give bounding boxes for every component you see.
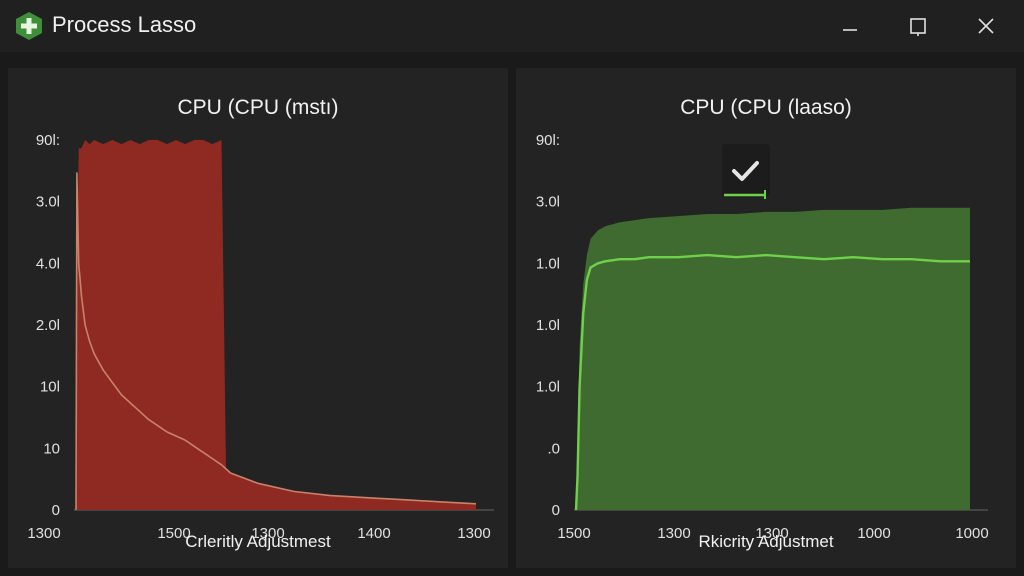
x-tick-label: 1300 xyxy=(657,525,690,542)
cpu-line xyxy=(75,172,477,511)
y-tick-label: 10 xyxy=(43,440,60,457)
y-tick-label: 10l xyxy=(40,379,60,396)
x-tick-label: 1300 xyxy=(251,525,284,542)
checkmark-icon xyxy=(722,144,770,199)
y-tick-label: .0 xyxy=(547,440,560,457)
close-button[interactable] xyxy=(966,10,1006,42)
cpu-chart-panel-left: CPU (CPU (mstı) 0 10 10l 2.0l 4.0l 3.0l 90l: 13… xyxy=(8,68,508,568)
y-tick-label: 90l: xyxy=(536,132,560,149)
x-tick-label: 1500 xyxy=(157,525,190,542)
x-tick-label: 1000 xyxy=(955,525,988,542)
x-tick-label: 1400 xyxy=(357,525,390,542)
chart-title: CPU (CPU (mstı) xyxy=(177,96,339,119)
maximize-button[interactable] xyxy=(898,10,938,42)
minimize-button[interactable] xyxy=(830,10,870,42)
close-icon xyxy=(978,18,994,34)
cpu-line xyxy=(574,253,970,511)
x-tick-label: 1300 xyxy=(755,525,788,542)
y-tick-label: 1.0l xyxy=(536,379,560,396)
cpu-chart-left: 0 10 10l 2.0l 4.0l 3.0l 90l: 1300 1500 1300 1400 13… xyxy=(27,132,494,542)
x-tick-label: 1300 xyxy=(457,525,490,542)
y-tick-label: 4.0l xyxy=(36,255,60,272)
cpu-area-fill xyxy=(76,140,476,510)
cpu-chart-right: 0 .0 1.0l 1.0l 1.0l 3.0l 90l: 1500 1300 1300 1000 1… xyxy=(536,132,989,542)
window-title: Process Lasso xyxy=(52,12,197,37)
cpu-chart-panel-right: CPU (CPU (laaso) 0 .0 1.0l 1.0l 1.0l 3.0l 90l:… xyxy=(516,68,1016,568)
main-content: CPU (CPU (mstı) 0 10 10l 2.0l 4.0l 3.0l 90l: 13… xyxy=(0,52,1024,576)
y-tick-label: 3.0l xyxy=(536,194,560,211)
x-axis-label: Crleritly Adjustmest xyxy=(185,532,331,551)
plus-shield-icon xyxy=(16,12,42,40)
y-tick-label: 0 xyxy=(552,502,560,519)
x-tick-label: 1500 xyxy=(557,525,590,542)
cpu-area-fill xyxy=(576,207,970,511)
x-tick-label: 1000 xyxy=(857,525,890,542)
y-tick-label: 1.0l xyxy=(536,317,560,334)
y-tick-label: 1.0l xyxy=(536,255,560,272)
x-tick-label: 1300 xyxy=(27,525,60,542)
minimize-icon xyxy=(843,29,857,31)
x-axis-label: Rkicrity Adjustmet xyxy=(698,532,834,551)
y-tick-label: 2.0l xyxy=(36,317,60,334)
chart-title: CPU (CPU (laaso) xyxy=(680,96,852,119)
maximize-icon xyxy=(910,18,926,36)
y-tick-label: 90l: xyxy=(36,132,60,149)
title-bar[interactable]: Process Lasso xyxy=(0,0,1024,52)
y-tick-label: 3.0l xyxy=(36,194,60,211)
y-tick-label: 0 xyxy=(52,502,60,519)
